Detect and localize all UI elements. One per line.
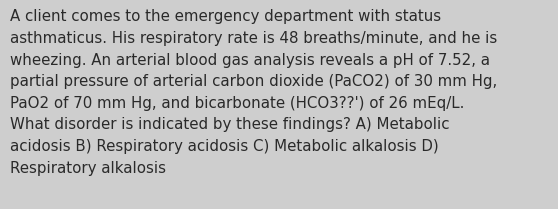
Text: A client comes to the emergency department with status
asthmaticus. His respirat: A client comes to the emergency departme… <box>10 9 497 176</box>
